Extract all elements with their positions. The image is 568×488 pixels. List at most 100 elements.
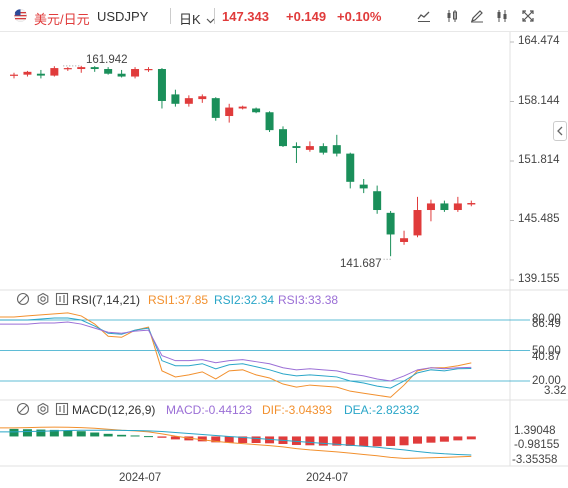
macd-histogram-bar bbox=[144, 436, 153, 438]
macd-histogram-bar bbox=[399, 436, 409, 446]
macd-tick-label: 1.39048 bbox=[514, 425, 556, 437]
candle-body bbox=[225, 107, 234, 117]
rsi-series-line bbox=[0, 317, 472, 389]
candle-body bbox=[23, 71, 32, 75]
chart-area[interactable] bbox=[0, 32, 568, 488]
rsi-extra-label: 40.87 bbox=[532, 351, 561, 363]
price-change-percent: +0.10% bbox=[337, 9, 382, 24]
candle-body bbox=[373, 191, 382, 211]
candle-body bbox=[332, 145, 341, 154]
fullscreen-button[interactable] bbox=[518, 6, 538, 26]
candle-body bbox=[144, 69, 153, 71]
candle-body bbox=[279, 129, 287, 147]
macd-legend: MACD:-0.44123 bbox=[166, 403, 253, 417]
macd-histogram-bar bbox=[345, 436, 355, 446]
rsi-title: RSI(7,14,21) bbox=[72, 293, 141, 307]
macd-histogram-bar bbox=[9, 428, 19, 437]
macd-title: MACD(12,26,9) bbox=[72, 403, 156, 417]
rsi-header: RSI(7,14,21) RSI1:37.85 RSI2:32.34 RSI3:… bbox=[0, 291, 568, 309]
macd-histogram-bar bbox=[197, 436, 207, 442]
price-tick-label: 164.474 bbox=[518, 35, 560, 47]
divider bbox=[214, 8, 215, 24]
macd-histogram-bar bbox=[36, 429, 46, 437]
candle-body bbox=[36, 73, 45, 76]
hide-icon[interactable] bbox=[16, 292, 30, 306]
candle-body bbox=[319, 146, 328, 153]
macd-header: MACD(12,26,9) MACD:-0.44123 DIF:-3.04393… bbox=[0, 401, 568, 419]
candle-body bbox=[400, 238, 409, 242]
candle-body bbox=[117, 73, 126, 77]
candle-body bbox=[104, 69, 113, 74]
candle-body bbox=[453, 203, 462, 211]
symbol-code: USDJPY bbox=[97, 9, 149, 24]
period-selector[interactable]: 日K bbox=[179, 9, 215, 28]
candle-style-button[interactable] bbox=[442, 6, 462, 26]
candle-body bbox=[265, 112, 274, 131]
indicator-button[interactable] bbox=[492, 6, 512, 26]
draw-button[interactable] bbox=[467, 6, 487, 26]
settings-icon[interactable] bbox=[36, 402, 50, 416]
chevron-left-icon bbox=[557, 126, 563, 136]
candle-style-icon bbox=[447, 10, 457, 22]
rsi-extra-label: 3.32 bbox=[544, 385, 567, 397]
candle-body bbox=[184, 98, 193, 104]
candle-body bbox=[238, 106, 247, 109]
rsi-series-line bbox=[0, 312, 472, 398]
line-chart-icon bbox=[417, 11, 430, 22]
chevron-down-icon bbox=[206, 18, 215, 24]
dif-legend: DIF:-3.04393 bbox=[262, 403, 333, 417]
rsi-tick-label: 20.00 bbox=[532, 375, 561, 387]
price-tick-label: 151.814 bbox=[518, 154, 560, 166]
rsi2-legend: RSI2:32.34 bbox=[214, 293, 275, 307]
rsi3-legend: RSI3:33.38 bbox=[278, 293, 339, 307]
macd-histogram-bar bbox=[453, 436, 463, 441]
symbol-name[interactable]: 美元/日元 bbox=[34, 12, 90, 27]
fullscreen-icon bbox=[522, 10, 534, 22]
macd-histogram-bar bbox=[318, 436, 328, 446]
candle-body bbox=[157, 69, 166, 101]
low-annotation: 141.687 bbox=[340, 258, 382, 270]
candle-body bbox=[90, 67, 99, 70]
price-change: +0.149 bbox=[286, 9, 327, 24]
macd-histogram-bar bbox=[224, 436, 234, 443]
period-label: 日K bbox=[179, 12, 201, 27]
macd-histogram-bar bbox=[251, 436, 261, 443]
line-chart-button[interactable] bbox=[414, 6, 434, 26]
macd-histogram-bar bbox=[332, 436, 342, 446]
candle-body bbox=[10, 74, 18, 76]
side-panel-toggle[interactable] bbox=[553, 121, 567, 141]
macd-histogram-bar bbox=[238, 436, 248, 443]
settings-icon[interactable] bbox=[36, 292, 50, 306]
macd-histogram-bar bbox=[63, 430, 73, 437]
macd-histogram-bar bbox=[103, 433, 113, 437]
draw-icon bbox=[471, 10, 483, 23]
indicator-chart-icon[interactable] bbox=[55, 402, 69, 416]
hide-icon[interactable] bbox=[16, 402, 30, 416]
divider bbox=[170, 8, 171, 24]
high-annotation: 161.942 bbox=[86, 54, 128, 66]
candle-body bbox=[359, 184, 368, 189]
macd-histogram-bar bbox=[76, 431, 86, 437]
rsi1-legend: RSI1:37.85 bbox=[148, 293, 209, 307]
macd-histogram-bar bbox=[22, 429, 32, 437]
candle-body bbox=[63, 68, 72, 70]
candle-body bbox=[252, 108, 261, 113]
macd-histogram-bar bbox=[157, 436, 167, 438]
last-price: 147.343 bbox=[222, 9, 269, 24]
macd-histogram-bar bbox=[170, 436, 180, 440]
indicator-chart-icon[interactable] bbox=[55, 292, 69, 306]
candle-body bbox=[426, 203, 435, 211]
price-tick-label: 145.485 bbox=[518, 213, 560, 226]
macd-histogram-bar bbox=[372, 436, 382, 447]
candle-body bbox=[440, 203, 449, 211]
candle-body bbox=[467, 203, 476, 205]
top-toolbar: 美元/日元 USDJPY 日K 147.343 +0.149 +0.10% bbox=[0, 0, 568, 32]
candle-body bbox=[386, 212, 395, 235]
candle-body bbox=[292, 146, 301, 148]
macd-histogram-bar bbox=[386, 436, 396, 446]
macd-histogram-bar bbox=[90, 432, 100, 437]
rsi-tick-label: 80.00 bbox=[532, 313, 561, 325]
candle-body bbox=[198, 96, 207, 100]
macd-histogram-bar bbox=[305, 436, 315, 446]
candle-body bbox=[77, 67, 86, 70]
